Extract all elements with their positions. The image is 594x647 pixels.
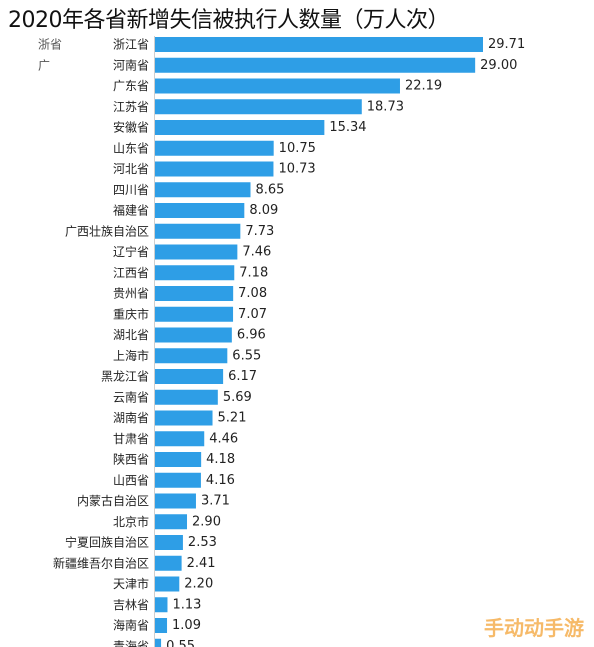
category-label: 新疆维吾尔自治区	[53, 555, 149, 570]
category-label: 江西省	[113, 266, 149, 280]
category-label: 天津市	[113, 576, 149, 591]
category-label: 河南省	[113, 57, 149, 72]
category-label: 内蒙古自治区	[77, 493, 149, 508]
category-label: 云南省	[113, 389, 149, 404]
bar	[155, 597, 168, 613]
category-label: 辽宁省	[113, 244, 149, 259]
value-label: 3.71	[201, 494, 230, 509]
value-label: 29.00	[480, 58, 517, 73]
value-label: 22.19	[405, 79, 442, 94]
bar	[155, 78, 400, 94]
bar	[155, 389, 218, 405]
bar	[155, 182, 251, 198]
bar	[155, 555, 182, 571]
value-label: 15.34	[329, 120, 366, 135]
value-label: 0.55	[166, 639, 195, 647]
bar	[155, 306, 234, 322]
bar	[155, 286, 234, 301]
bar	[155, 327, 232, 343]
bar	[155, 265, 235, 281]
side-label: 广	[38, 58, 50, 72]
category-label: 山西省	[113, 473, 149, 487]
bar	[155, 120, 325, 135]
bar	[155, 140, 274, 156]
bar	[155, 514, 188, 530]
category-label: 安徽省	[113, 120, 149, 135]
bar	[155, 161, 274, 177]
bar	[155, 410, 213, 426]
bar	[155, 244, 238, 260]
category-label: 重庆市	[113, 306, 149, 321]
value-label: 7.08	[238, 286, 267, 301]
category-label: 四川省	[113, 183, 149, 197]
bar	[155, 369, 224, 384]
bar	[155, 576, 180, 592]
value-label: 1.13	[172, 597, 201, 612]
value-label: 1.09	[172, 618, 201, 633]
category-label: 宁夏回族自治区	[65, 535, 149, 550]
value-label: 18.73	[367, 99, 404, 114]
category-label: 湖南省	[113, 410, 149, 425]
bar	[155, 431, 205, 447]
category-label: 福建省	[113, 203, 149, 218]
category-label: 湖北省	[113, 327, 149, 342]
category-label: 广东省	[113, 79, 149, 93]
value-label: 6.17	[228, 369, 257, 384]
value-label: 4.16	[206, 473, 235, 488]
value-label: 10.73	[278, 162, 315, 177]
bar	[155, 493, 196, 509]
category-label: 陕西省	[113, 452, 149, 467]
category-label: 山东省	[113, 141, 149, 155]
category-label: 甘肃省	[113, 432, 149, 446]
category-label: 黑龙江省	[101, 370, 149, 384]
bar	[155, 37, 483, 52]
category-label: 吉林省	[113, 598, 149, 612]
value-label: 4.18	[206, 452, 235, 467]
bar	[155, 99, 362, 115]
category-label: 浙江省	[113, 38, 149, 52]
value-label: 7.46	[242, 245, 271, 260]
category-label: 北京市	[113, 514, 149, 529]
value-label: 8.09	[249, 203, 278, 218]
value-label: 6.55	[232, 348, 261, 363]
category-label: 上海市	[113, 348, 149, 363]
category-label: 河北省	[113, 162, 149, 176]
value-label: 7.18	[239, 265, 268, 280]
side-label: 浙省	[38, 38, 62, 52]
value-label: 6.96	[237, 328, 266, 343]
bar	[155, 348, 228, 364]
value-label: 5.69	[223, 390, 252, 405]
category-label: 广西壮族自治区	[65, 224, 149, 238]
value-label: 2.41	[187, 556, 216, 571]
value-label: 4.46	[209, 431, 238, 446]
bar	[155, 223, 241, 239]
category-label: 青海省	[113, 638, 149, 647]
value-label: 5.21	[218, 411, 247, 426]
category-label: 江苏省	[113, 100, 149, 114]
bar	[155, 472, 201, 488]
bar	[155, 203, 245, 218]
value-label: 7.07	[238, 307, 267, 322]
value-label: 8.65	[255, 182, 284, 197]
bar	[155, 535, 183, 550]
bar	[155, 638, 162, 647]
bar	[155, 618, 168, 633]
value-label: 2.53	[188, 535, 217, 550]
value-label: 7.73	[245, 224, 274, 239]
value-label: 10.75	[279, 141, 316, 156]
value-label: 2.90	[192, 514, 221, 529]
value-label: 29.71	[488, 37, 525, 52]
category-label: 贵州省	[113, 287, 149, 301]
watermark-logo: 手动动手游	[484, 616, 584, 640]
bar	[155, 452, 202, 467]
value-label: 2.20	[184, 577, 213, 592]
category-label: 海南省	[113, 618, 149, 633]
bar	[155, 57, 476, 73]
chart-title: 2020年各省新增失信被执行人数量（万人次）	[8, 8, 450, 33]
